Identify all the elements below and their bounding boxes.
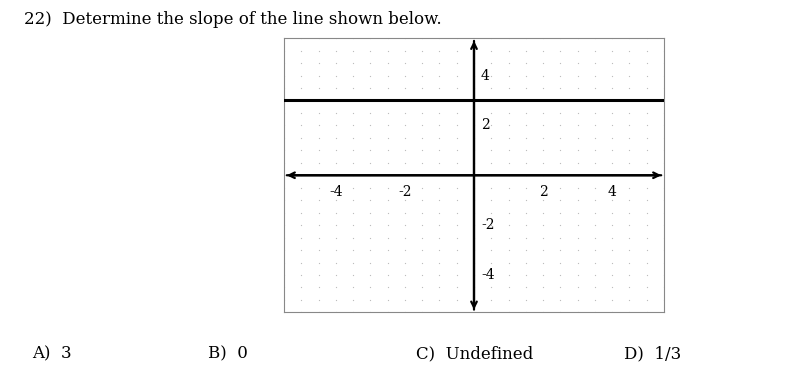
Text: 4: 4 bbox=[608, 185, 617, 199]
Text: -4: -4 bbox=[481, 268, 494, 282]
Text: 4: 4 bbox=[481, 69, 490, 83]
Text: -2: -2 bbox=[398, 185, 412, 199]
Text: B)  0: B) 0 bbox=[208, 345, 248, 362]
Text: 22)  Determine the slope of the line shown below.: 22) Determine the slope of the line show… bbox=[24, 11, 442, 29]
Text: C)  Undefined: C) Undefined bbox=[416, 345, 534, 362]
Text: D)  1/3: D) 1/3 bbox=[624, 345, 682, 362]
Text: A)  3: A) 3 bbox=[32, 345, 72, 362]
Text: -2: -2 bbox=[481, 218, 494, 232]
Text: -4: -4 bbox=[329, 185, 342, 199]
Text: 2: 2 bbox=[538, 185, 547, 199]
Text: 2: 2 bbox=[481, 118, 490, 132]
